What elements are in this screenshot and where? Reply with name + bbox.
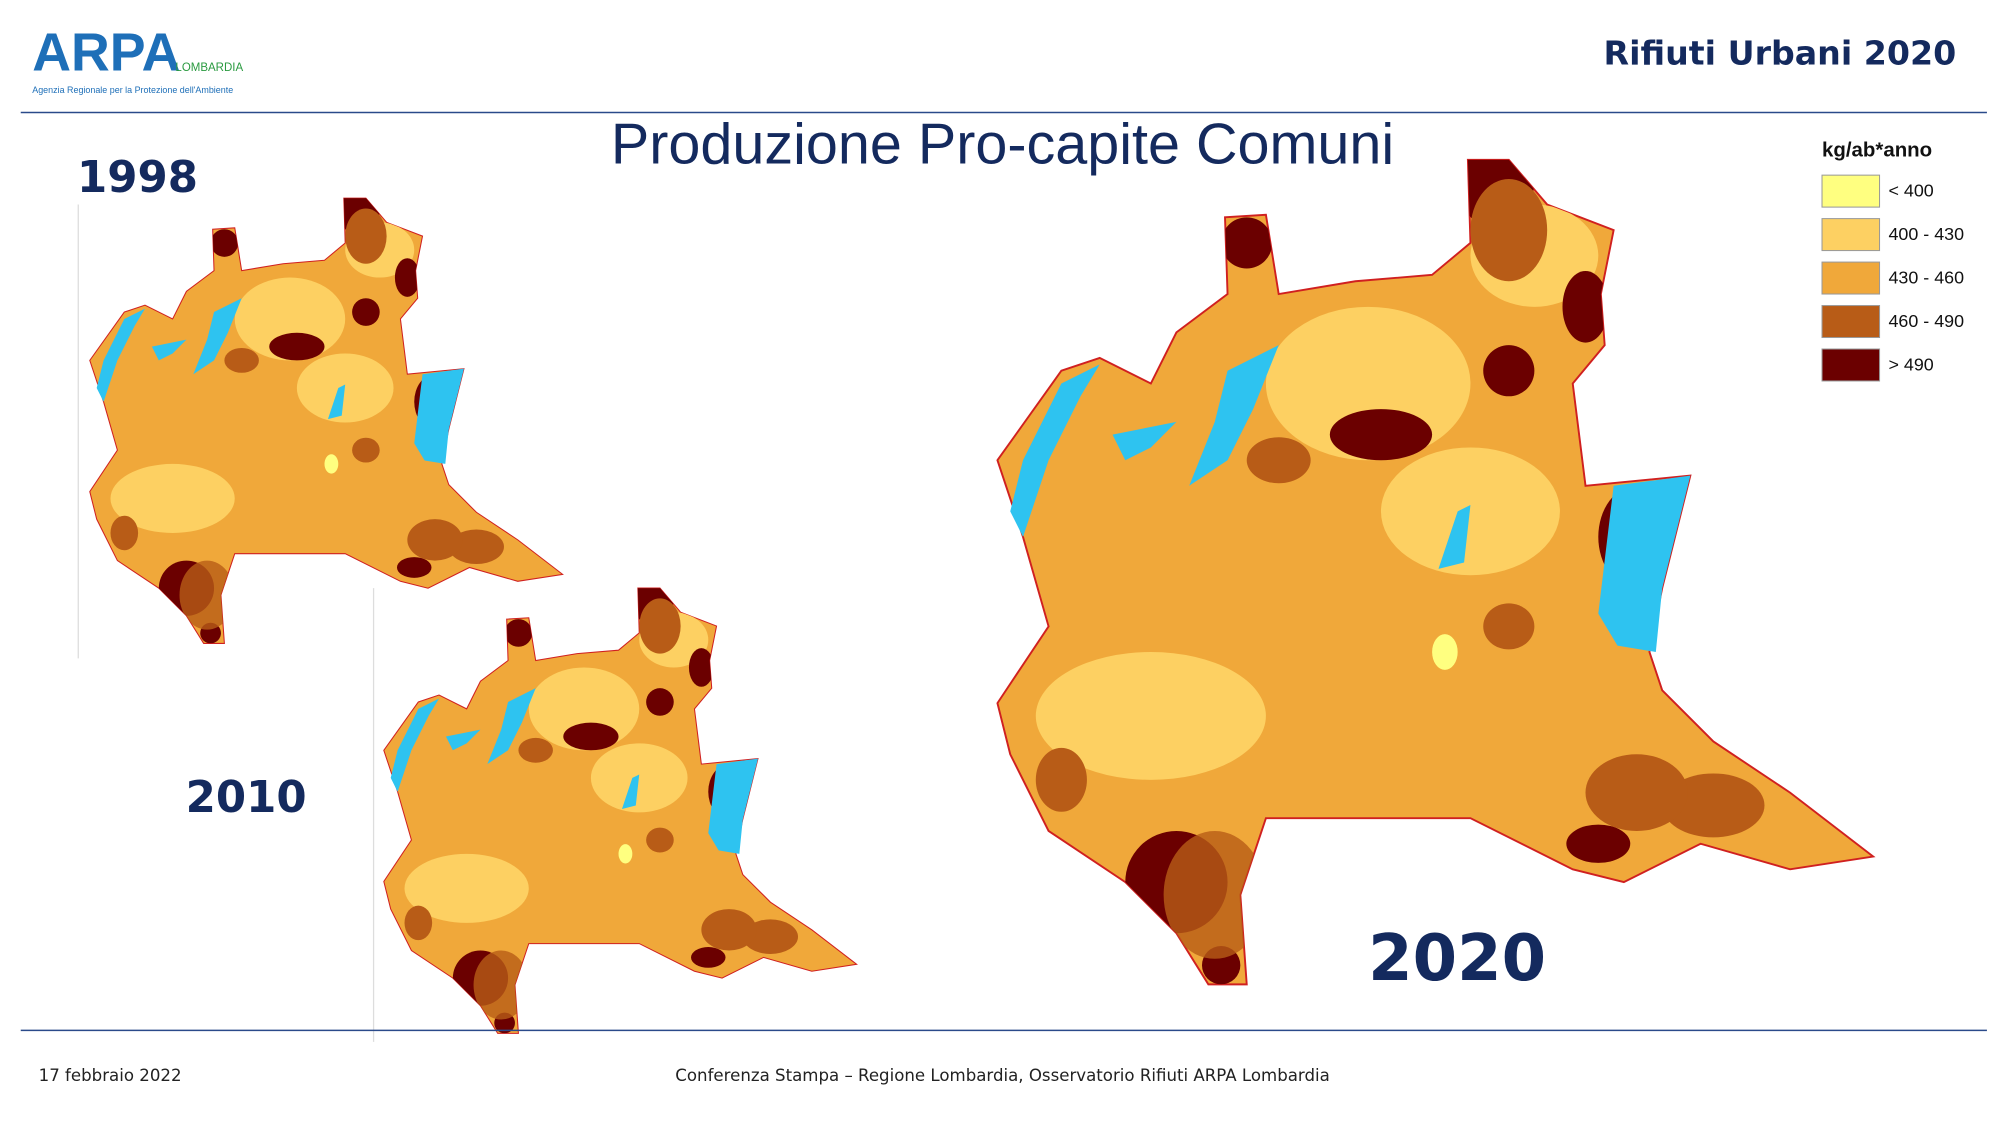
legend-label: < 400	[1888, 180, 1933, 200]
logo-subtitle: Agenzia Regionale per la Protezione dell…	[32, 85, 233, 95]
footer-date: 17 febbraio 2022	[39, 1066, 182, 1085]
header-title: Rifiuti Urbani 2020	[1604, 33, 1957, 72]
map-2020	[997, 128, 1873, 985]
map-year: 2020	[1368, 922, 1546, 996]
legend-label: 430 - 460	[1888, 267, 1964, 287]
map-2010	[384, 571, 857, 1034]
legend: < 400 400 - 430 430 - 460 460 - 490 > 490	[1821, 174, 1964, 382]
legend-swatch	[1821, 305, 1881, 339]
legend-label: > 490	[1888, 354, 1933, 374]
legend-swatch	[1821, 174, 1881, 208]
legend-swatch	[1821, 261, 1881, 295]
legend-label: 460 - 490	[1888, 311, 1964, 331]
footer-text: Conferenza Stampa – Regione Lombardia, O…	[675, 1066, 1330, 1085]
legend-swatch	[1821, 348, 1881, 382]
map-1998	[90, 181, 563, 644]
legend-swatch	[1821, 218, 1881, 252]
map-year: 1998	[77, 153, 198, 203]
legend-title: kg/ab*anno	[1822, 138, 1932, 161]
slide-title: Produzione Pro-capite Comuni	[611, 112, 1394, 176]
legend-label: 400 - 430	[1888, 224, 1964, 244]
map-year: 2010	[186, 773, 307, 823]
logo-mark: ARPA	[32, 22, 180, 82]
logo-region: LOMBARDIA	[175, 62, 243, 74]
